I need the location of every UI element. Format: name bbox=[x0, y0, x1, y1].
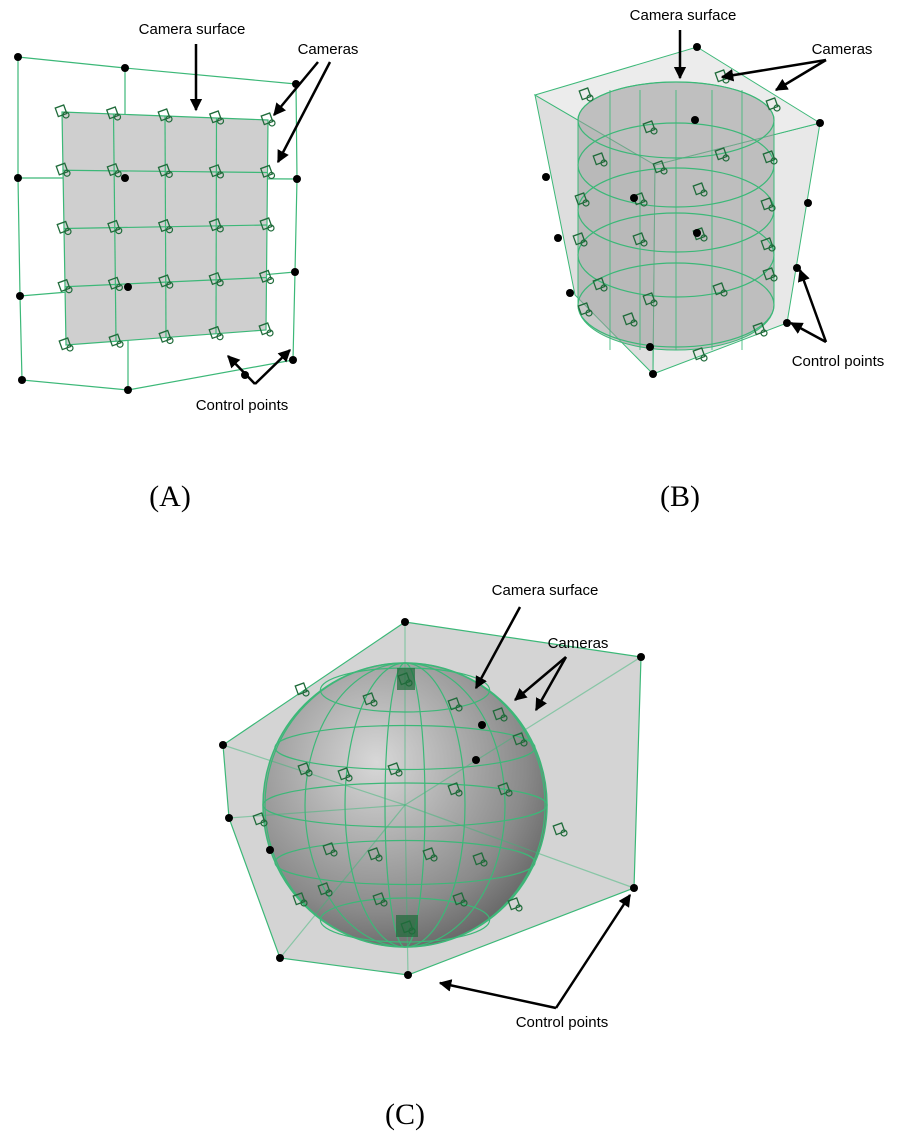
figure: Camera surface Cameras Control points (A… bbox=[0, 0, 908, 1135]
control-point bbox=[478, 721, 486, 729]
control-point bbox=[783, 319, 791, 327]
control-point bbox=[566, 289, 574, 297]
arrow bbox=[440, 983, 556, 1008]
control-point bbox=[816, 119, 824, 127]
annotation: Control points bbox=[196, 397, 289, 414]
surface-line bbox=[216, 118, 217, 334]
drawings bbox=[14, 30, 826, 1008]
annotation: Camera surface bbox=[139, 21, 246, 38]
control-point bbox=[124, 386, 132, 394]
control-point bbox=[16, 292, 24, 300]
arrow bbox=[255, 350, 290, 384]
control-point bbox=[649, 370, 657, 378]
control-point bbox=[276, 954, 284, 962]
control-point bbox=[18, 376, 26, 384]
panel-label: (B) bbox=[660, 480, 700, 513]
annotation: Control points bbox=[792, 353, 885, 370]
control-point bbox=[401, 618, 409, 626]
control-point bbox=[14, 174, 22, 182]
control-point bbox=[554, 234, 562, 242]
annotation: Control points bbox=[516, 1014, 609, 1031]
control-point bbox=[637, 653, 645, 661]
control-point bbox=[630, 194, 638, 202]
arrow bbox=[228, 356, 255, 384]
control-point bbox=[225, 814, 233, 822]
control-point bbox=[266, 846, 274, 854]
control-point bbox=[121, 174, 129, 182]
control-net bbox=[18, 57, 22, 380]
control-point bbox=[293, 175, 301, 183]
camera bbox=[396, 915, 418, 937]
control-point bbox=[124, 283, 132, 291]
control-point bbox=[121, 64, 129, 72]
control-point bbox=[693, 229, 701, 237]
annotation: Camera surface bbox=[492, 582, 599, 599]
control-point bbox=[630, 884, 638, 892]
control-point bbox=[404, 971, 412, 979]
control-point bbox=[289, 356, 297, 364]
panel-label: (A) bbox=[149, 480, 191, 513]
control-point bbox=[472, 756, 480, 764]
control-point bbox=[219, 741, 227, 749]
panel-label: (C) bbox=[385, 1098, 425, 1131]
control-point bbox=[542, 173, 550, 181]
control-net bbox=[18, 57, 296, 84]
control-point bbox=[291, 268, 299, 276]
control-point bbox=[14, 53, 22, 61]
annotation: Cameras bbox=[298, 41, 359, 58]
camera bbox=[397, 668, 415, 690]
control-point bbox=[691, 116, 699, 124]
annotation: Camera surface bbox=[630, 7, 737, 24]
control-point bbox=[646, 343, 654, 351]
annotation: Cameras bbox=[548, 635, 609, 652]
control-net bbox=[22, 360, 293, 390]
annotation: Cameras bbox=[812, 41, 873, 58]
control-point bbox=[693, 43, 701, 51]
control-point bbox=[804, 199, 812, 207]
